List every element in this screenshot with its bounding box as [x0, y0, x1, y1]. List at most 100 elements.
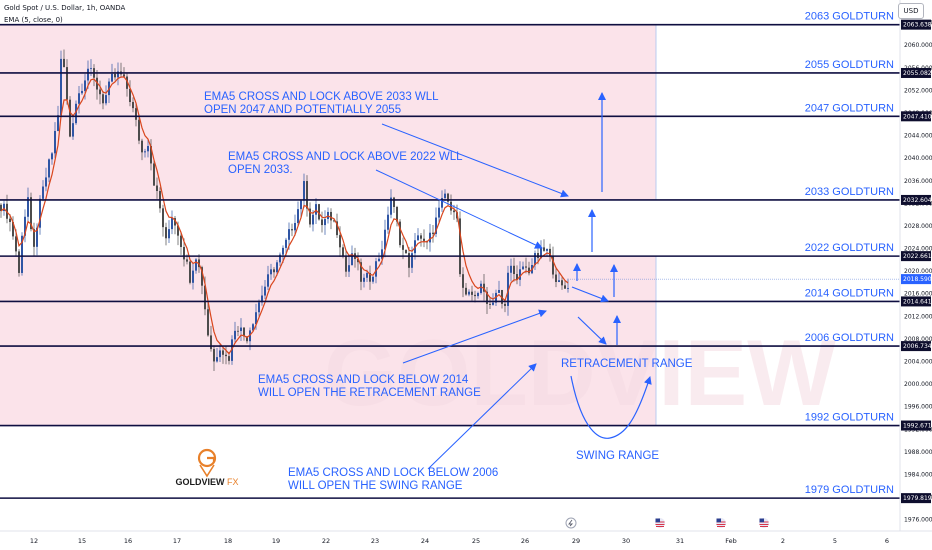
candle-body: [462, 274, 464, 288]
x-tick-label: 2: [781, 537, 785, 545]
candle-body: [195, 259, 197, 271]
candle-body: [117, 71, 119, 78]
candle-body: [435, 217, 437, 234]
candle-body: [66, 67, 68, 100]
note-2022-line1: EMA5 CROSS AND LOCK ABOVE 2022 WLL: [228, 151, 463, 163]
candle-body: [342, 247, 344, 257]
candle-body: [498, 290, 500, 293]
currency-button[interactable]: USD: [898, 3, 924, 19]
level-price-tag: [901, 67, 931, 78]
candle-body: [516, 274, 518, 280]
candle-body: [177, 225, 179, 236]
candle-body: [297, 209, 299, 224]
candle-body: [201, 267, 203, 286]
level-price-text: 1979.819: [903, 495, 932, 502]
candle-body: [141, 140, 143, 153]
candle-body: [279, 254, 281, 263]
candle-body: [69, 99, 71, 137]
candle-body: [183, 247, 185, 260]
candle-body: [390, 197, 392, 215]
candle-body: [282, 247, 284, 255]
candle-body: [30, 197, 32, 230]
level-price-text: 2063.638: [903, 22, 932, 29]
level-price-tag: [901, 493, 931, 504]
candle-body: [210, 335, 212, 350]
indicator-legend[interactable]: EMA (5, close, 0): [4, 16, 63, 24]
candle-body: [321, 219, 323, 226]
x-tick-label: 22: [322, 537, 330, 545]
candle-body: [372, 276, 374, 282]
candle-body: [243, 327, 245, 337]
level-price-text: 1992.671: [903, 423, 932, 430]
current-price-tag: [901, 274, 931, 285]
candle-body: [225, 354, 227, 357]
candle-body: [303, 181, 305, 201]
candle-body: [54, 130, 56, 154]
x-tick-label: 31: [676, 537, 684, 545]
candle-body: [381, 249, 383, 259]
candle-body: [540, 247, 542, 259]
candle-body: [63, 58, 65, 68]
candle-body: [207, 309, 209, 336]
candle-body: [153, 163, 155, 186]
candle-body: [384, 229, 386, 250]
y-tick-label: 1984.000: [904, 472, 932, 479]
candle-body: [147, 146, 149, 152]
candle-body: [351, 253, 353, 266]
level-price-text: 2022.661: [903, 253, 932, 260]
y-tick-label: 2036.000: [904, 178, 932, 185]
x-tick-label: 17: [173, 537, 181, 545]
candle-body: [261, 295, 263, 303]
candle-body: [513, 265, 515, 275]
candle-body: [27, 197, 29, 217]
candle-body: [81, 90, 83, 94]
level-price-text: 2006.734: [903, 343, 932, 350]
x-tick-label: 5: [833, 537, 837, 545]
candle-body: [72, 123, 74, 137]
candle-body: [84, 80, 86, 91]
level-price-tag: [901, 251, 931, 262]
level-price-text: 2032.604: [903, 197, 932, 204]
candle-body: [444, 193, 446, 199]
candle-body: [306, 181, 308, 209]
candle-body: [447, 193, 449, 202]
candle-body: [12, 222, 14, 237]
y-tick-label: 2020.000: [904, 268, 932, 275]
candle-body: [423, 238, 425, 241]
x-tick-label: 6: [885, 537, 889, 545]
swing-range-curve: [570, 375, 652, 439]
candle-body: [150, 146, 152, 164]
candle-body: [402, 245, 404, 250]
candle-body: [561, 280, 563, 286]
level-name-4: 2022 GOLDTURN: [805, 242, 894, 254]
candle-body: [543, 247, 545, 251]
candle-body: [396, 206, 398, 222]
time-axis[interactable]: [0, 530, 932, 550]
candle-body: [240, 327, 242, 332]
candle-body: [480, 283, 482, 294]
level-name-1: 2055 GOLDTURN: [805, 59, 894, 71]
candle-body: [171, 218, 173, 230]
candle-body: [558, 280, 560, 282]
candle-body: [126, 76, 128, 89]
candle-body: [42, 186, 44, 199]
candle-body: [111, 73, 113, 82]
level-name-7: 1992 GOLDTURN: [805, 412, 894, 424]
candle-body: [432, 232, 434, 234]
candle-body: [312, 214, 314, 225]
economic-event-markers[interactable]: [565, 517, 769, 529]
candle-body: [24, 216, 26, 236]
level-name-3: 2033 GOLDTURN: [805, 186, 894, 198]
level-name-2: 2047 GOLDTURN: [805, 102, 894, 114]
candle-body: [405, 249, 407, 254]
candle-body: [528, 267, 530, 274]
x-tick-label: 24: [421, 537, 429, 545]
current-price-text: 2018.590: [903, 276, 932, 283]
candle-body: [174, 218, 176, 226]
x-tick-label: 25: [472, 537, 480, 545]
candle-body: [549, 248, 551, 256]
candle-body: [291, 229, 293, 231]
candle-body: [273, 269, 275, 273]
candle-body: [345, 256, 347, 272]
